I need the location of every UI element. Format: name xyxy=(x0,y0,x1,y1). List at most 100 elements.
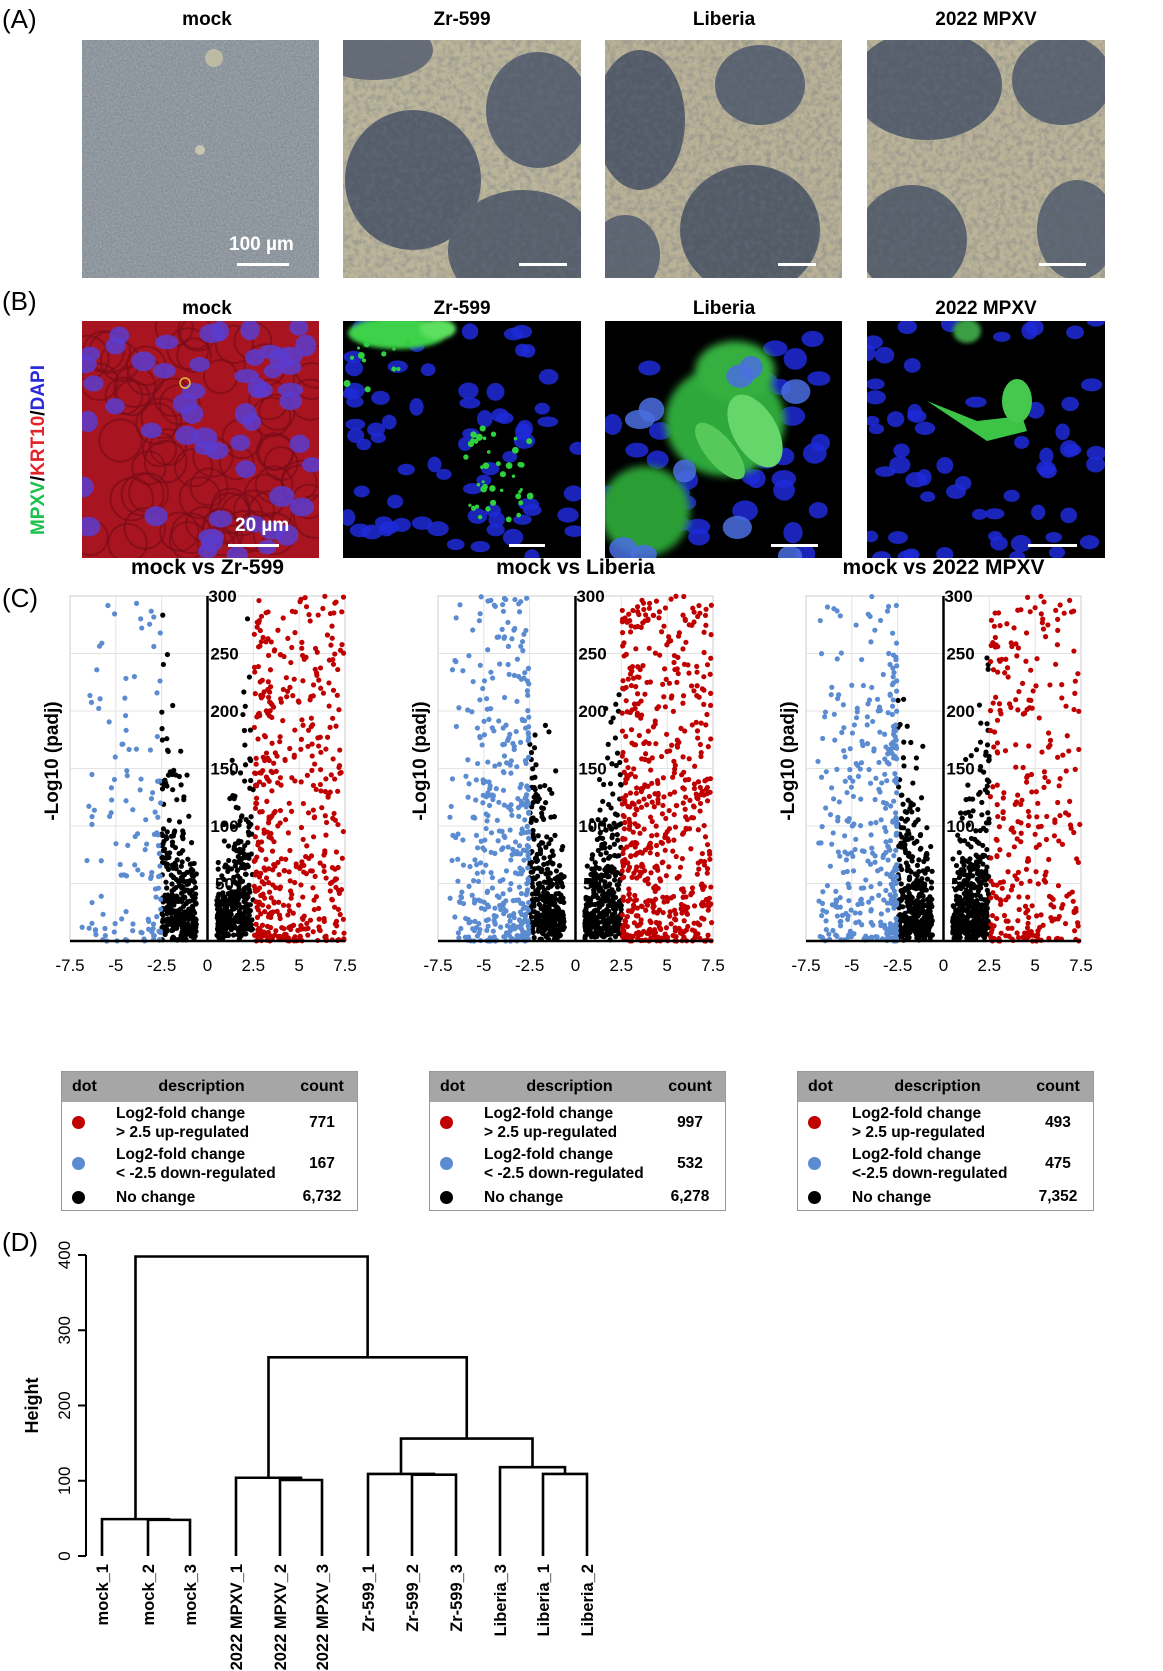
volcano-point xyxy=(966,898,972,904)
volcano-point xyxy=(176,819,183,825)
volcano-point xyxy=(176,918,182,924)
y-axis-label: -Log10 (padj) xyxy=(778,701,799,820)
volcano-point xyxy=(1045,779,1052,785)
volcano-point xyxy=(1060,752,1066,758)
y-tick-label: 200 xyxy=(946,702,974,721)
volcano-point xyxy=(951,935,957,941)
volcano-point xyxy=(1016,894,1022,900)
volcano-point xyxy=(1001,912,1008,919)
volcano-point xyxy=(1024,925,1031,931)
volcano-point xyxy=(186,929,192,935)
volcano-point xyxy=(1034,913,1040,919)
volcano-point xyxy=(905,901,911,907)
volcano-point xyxy=(175,910,181,916)
volcano-point xyxy=(1074,920,1081,926)
volcano-point xyxy=(883,744,889,750)
legend-row: No change 7,352 xyxy=(798,1184,1093,1210)
volcano-point xyxy=(887,661,893,668)
volcano-point xyxy=(229,757,235,763)
volcano-point xyxy=(250,786,256,793)
volcano-point xyxy=(817,933,823,940)
legend-description-line1: Log2-fold change xyxy=(116,1145,246,1163)
scalebar-liberia-a xyxy=(778,263,816,266)
volcano-point xyxy=(1057,602,1063,608)
volcano-point xyxy=(1022,903,1029,909)
dendro-leaf-label: Liberia_3 xyxy=(492,1564,510,1636)
legend-count: 475 xyxy=(1045,1154,1071,1172)
volcano-point xyxy=(983,877,989,883)
volcano-point xyxy=(929,896,935,902)
volcano-point xyxy=(976,702,983,708)
volcano-point xyxy=(1015,935,1022,941)
volcano-point xyxy=(986,753,992,759)
volcano-point xyxy=(820,735,826,742)
volcano-point xyxy=(176,850,182,857)
volcano-point xyxy=(817,617,823,624)
volcano-point xyxy=(966,902,972,909)
volcano-point xyxy=(1051,833,1058,839)
volcano-point xyxy=(891,888,897,894)
volcano-point xyxy=(899,792,905,798)
volcano-point xyxy=(193,900,199,906)
volcano-point xyxy=(863,877,869,883)
volcano-point xyxy=(215,894,221,900)
volcano-point xyxy=(1053,607,1059,613)
volcano-point xyxy=(905,916,911,922)
volcano-point xyxy=(1044,813,1050,820)
volcano-point xyxy=(1077,821,1083,828)
volcano-point xyxy=(827,812,834,818)
volcano-point xyxy=(857,766,863,772)
volcano-point xyxy=(850,793,857,800)
volcano-point xyxy=(924,825,930,831)
volcano-point xyxy=(180,847,186,854)
dendro-y-tick-label: 400 xyxy=(55,1241,74,1269)
volcano-point xyxy=(1038,823,1044,829)
dendro-y-tick-label: 100 xyxy=(55,1467,74,1495)
volcano-point xyxy=(1059,695,1065,701)
volcano-point xyxy=(997,623,1003,629)
volcano-point xyxy=(920,897,926,904)
volcano-point xyxy=(171,830,177,836)
volcano-point xyxy=(235,887,241,894)
volcano-point xyxy=(1067,597,1073,604)
volcano-point xyxy=(906,875,913,882)
volcano-point xyxy=(1005,674,1011,680)
volcano-point xyxy=(857,910,863,916)
volcano-point xyxy=(830,927,836,934)
volcano-point xyxy=(240,861,246,867)
dendro-leaf-label: mock_2 xyxy=(140,1564,158,1625)
volcano-point xyxy=(189,905,196,912)
legend-dot xyxy=(798,1157,852,1170)
volcano-point xyxy=(816,898,822,904)
volcano-point xyxy=(868,832,874,838)
volcano-point xyxy=(975,863,981,869)
phase-contrast-image-mock: 100 µm xyxy=(82,40,319,278)
volcano-point xyxy=(984,721,990,727)
legend-description: Log2-fold change > 2.5 up-regulated xyxy=(852,1104,1023,1142)
volcano-point xyxy=(867,780,874,786)
volcano-point xyxy=(856,919,862,925)
legend-description-line2: <-2.5 down-regulated xyxy=(852,1164,1008,1182)
volcano-point xyxy=(1013,697,1019,703)
volcano-point xyxy=(819,824,825,830)
volcano-point xyxy=(970,906,977,912)
volcano-plot: 50100150200250300-7.5-5-2.502.557.5Log2 … xyxy=(42,587,357,975)
volcano-point xyxy=(285,830,291,836)
volcano-point xyxy=(892,926,898,932)
volcano-point xyxy=(172,860,178,866)
volcano-point xyxy=(1004,621,1010,627)
volcano-point xyxy=(958,898,964,904)
volcano-point xyxy=(888,749,894,755)
volcano-point xyxy=(238,879,244,885)
volcano-point xyxy=(159,786,166,792)
stain-label-slash: / xyxy=(28,410,49,416)
volcano-point xyxy=(921,881,928,887)
volcano-point xyxy=(885,857,891,863)
volcano-point xyxy=(834,913,840,919)
volcano-point xyxy=(225,864,231,870)
volcano-point xyxy=(827,863,833,869)
volcano-point xyxy=(222,919,228,925)
volcano-point xyxy=(1023,630,1030,636)
volcano-point xyxy=(968,861,974,867)
volcano-point xyxy=(240,921,246,927)
